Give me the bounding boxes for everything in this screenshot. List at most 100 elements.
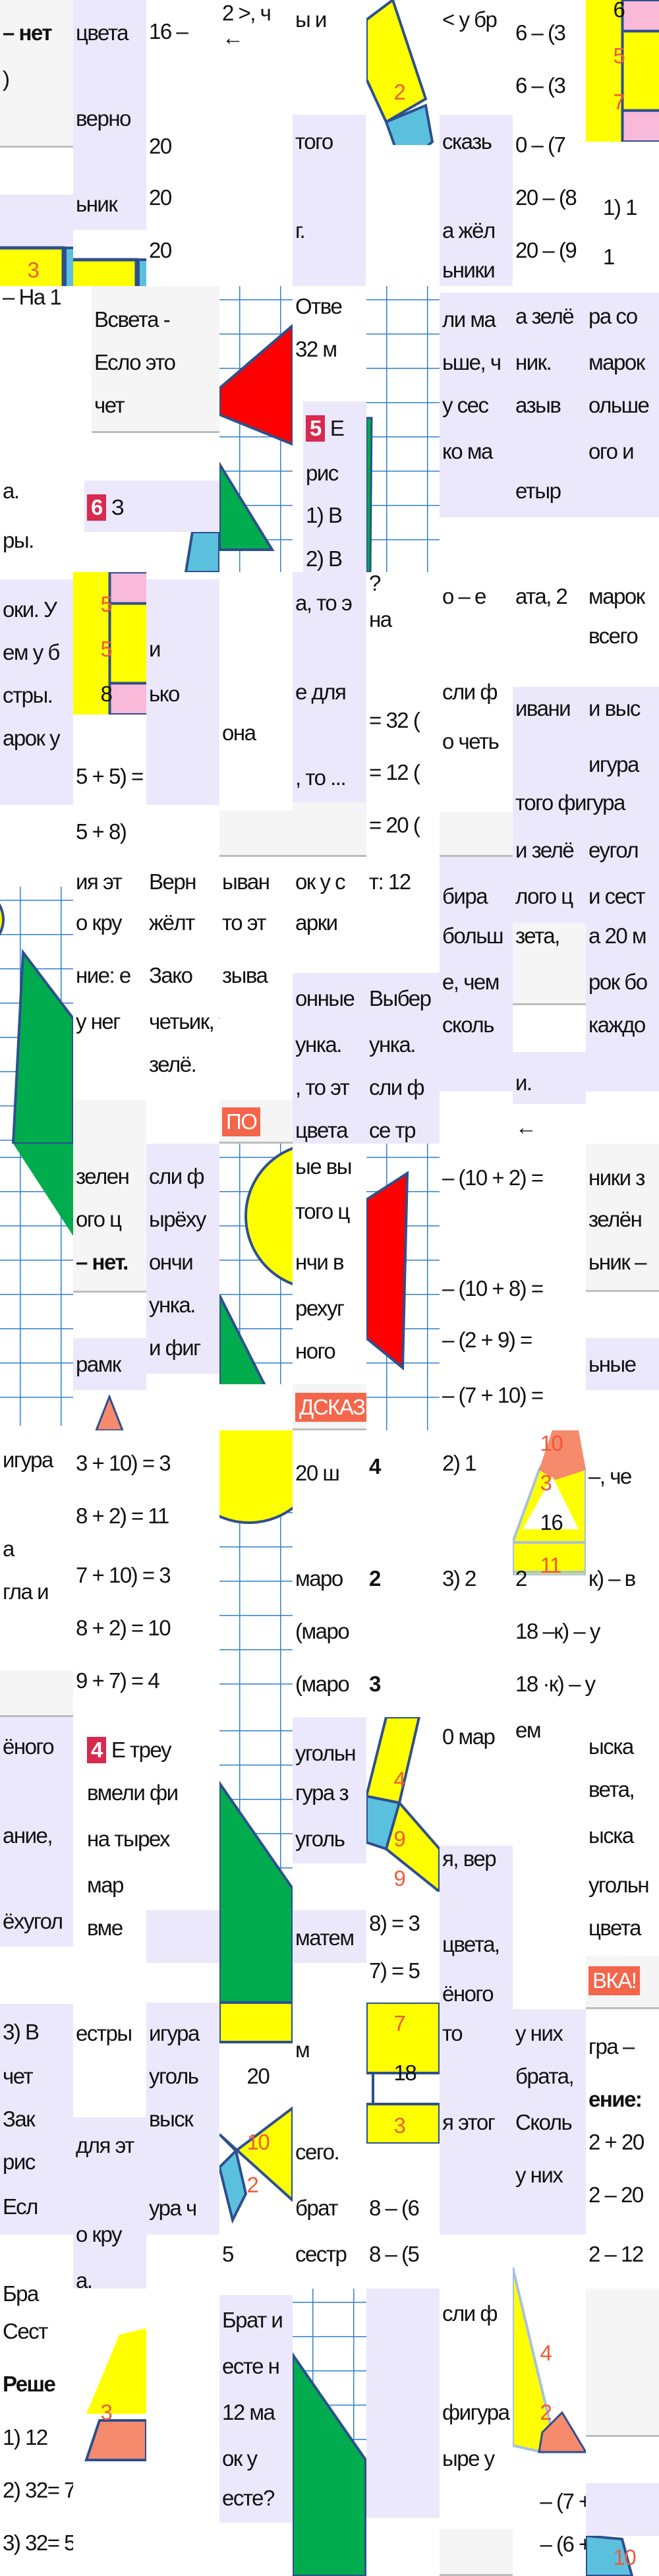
text-fragment: ьные: [588, 1352, 637, 1376]
text-fragment: то эт: [222, 910, 267, 935]
text-fragment: и фиг: [149, 1335, 201, 1360]
text-fragment: 3) В: [3, 2020, 40, 2044]
circleL-shape: [0, 903, 73, 1144]
text-fragment: Есл: [3, 2194, 38, 2219]
text-fragment: Верн: [149, 869, 196, 894]
circle-shape: [219, 1430, 293, 1524]
text-fragment: се тр: [369, 1118, 416, 1142]
text-fragment: 1: [603, 245, 615, 269]
text-fragment: – (7 + 10) =: [442, 1383, 544, 1407]
text-fragment: 1) 12: [3, 2425, 48, 2449]
tile-blank: [0, 1144, 73, 1426]
tile-c0f: ёного ание, ёхугол: [0, 1717, 73, 1947]
tile-c7l: у них брата, Сколь у них: [513, 2009, 586, 2235]
shape-number-label: 2: [540, 2400, 552, 2424]
hint-button[interactable]: ДСКАЗ: [295, 1393, 366, 1422]
text-fragment: гра –: [588, 2034, 635, 2059]
tile-c7c: ата, 2: [513, 517, 586, 687]
tile-c4g: онные унка. , то эт цвета: [293, 973, 366, 1144]
tile-c6e: бира больш е, чем сколь: [440, 857, 513, 1092]
task-number-badge: 4: [87, 1737, 106, 1763]
text-fragment: ёного: [3, 1734, 55, 1759]
hint-button[interactable]: ВКА!: [588, 1966, 641, 1995]
text-fragment: о – е: [442, 584, 486, 608]
tile-c2e: Заним: [146, 1910, 219, 1963]
text-fragment: а, то э: [295, 591, 353, 615]
tile-c5c: т: 12: [366, 857, 440, 973]
text-fragment: то: [442, 2021, 463, 2045]
text-fragment: фигура: [442, 2400, 510, 2424]
tile-c3a: 2 >, ч ←: [219, 0, 293, 286]
text-fragment: того фигура: [515, 790, 625, 815]
tile-c4e: а, то э е для , то ...: [293, 572, 366, 802]
text-fragment: брата,: [515, 2064, 575, 2088]
tile-c5e: 4 2 3: [366, 1430, 440, 1717]
text-fragment: и сест: [588, 884, 646, 908]
text-fragment: о четь: [442, 729, 500, 753]
text-fragment: 4: [369, 1454, 381, 1478]
tile-c8m: 2 – 12: [586, 2235, 659, 2289]
text-fragment: 0 мар: [442, 1724, 496, 1749]
tile-c4j: 20 ш маро (маро (маро: [293, 1430, 366, 1717]
tile-c0c: – На 1 а. ры.: [0, 286, 73, 579]
tile-c7d: ивани того фигура и зелё: [513, 687, 625, 865]
tile-blank: [0, 887, 73, 1144]
tile-c5b: ? на = 32 (= 12 (= 20 (: [366, 572, 440, 857]
text-fragment: 8 – (5: [369, 2242, 420, 2266]
quadB-shape: [366, 1717, 440, 1892]
hint-button[interactable]: ПО: [222, 1107, 261, 1136]
tile-c4f: ок у с арки: [293, 857, 366, 973]
text-fragment: ата, 2: [515, 584, 568, 608]
text-fragment: Зак: [3, 2107, 36, 2131]
tile-c4k: угольн гура з уголь: [293, 1717, 366, 1863]
text-fragment: есте?: [222, 2486, 275, 2510]
text-fragment: а жёл: [442, 218, 496, 243]
greenBig-shape: [219, 1780, 293, 2003]
shape-number-label: 4: [393, 1767, 406, 1792]
text-fragment: (маро: [295, 1619, 350, 1643]
text-fragment: того ц: [295, 1199, 350, 1223]
shape-number-label: 2: [393, 80, 406, 104]
redQuad-shape: [366, 1171, 409, 1371]
text-fragment: у них: [515, 2021, 563, 2045]
tile-c4h: ые вы того ц нчи в рехуг ного: [293, 1144, 366, 1384]
text-fragment: – На 1: [3, 286, 62, 309]
text-fragment: оки. У: [3, 597, 57, 622]
text-fragment: ем у б: [3, 640, 60, 664]
tile-c0d: оки. У ем у б стры. арок у: [0, 579, 73, 805]
text-fragment: маро: [295, 1566, 343, 1591]
text-fragment: 5 + 8): [76, 819, 127, 844]
text-fragment: угольн: [295, 1741, 357, 1765]
tile-c7e: лого ц: [513, 865, 586, 923]
text-fragment: м: [295, 2037, 310, 2062]
text-fragment: к) – в: [588, 1566, 636, 1591]
text-fragment: и выс: [588, 696, 641, 720]
tile-c4c: Отве 32 м: [293, 286, 366, 401]
text-fragment: 20 – (8: [515, 185, 577, 210]
text-fragment: ?: [369, 572, 381, 595]
tile-c3e: 20 2 10: [219, 2003, 293, 2235]
text-fragment: сего.: [295, 2140, 340, 2164]
text-fragment: Сколь: [515, 2110, 573, 2134]
text-fragment: уголь: [149, 2064, 199, 2088]
text-fragment: ): [3, 67, 10, 91]
text-fragment: 2: [515, 1566, 527, 1591]
tile-c7k: ем: [513, 1717, 586, 2009]
tile-c1l: для эт о кру а.: [73, 2117, 146, 2289]
text-fragment: ыска: [588, 1823, 634, 1848]
text-fragment: 8 – (6: [369, 2196, 420, 2220]
text-fragment: унка.: [295, 1032, 342, 1057]
text-fragment: сли ф: [149, 1164, 205, 1188]
text-fragment: матем: [295, 1925, 355, 1950]
tile-c5a: 28: [366, 0, 440, 145]
text-fragment: 9 + 7) = 4: [76, 1668, 160, 1693]
tile-c0h: Бра Сест Реше 1) 12 2) 32= 7 3) 32= 5: [0, 2235, 73, 2576]
text-fragment: ёного: [442, 1981, 494, 2006]
text-fragment: цвета: [588, 1916, 641, 1940]
text-fragment: 16 –: [149, 19, 188, 44]
tile-c8c: ра со марок ольше ого и: [586, 293, 659, 517]
triSmall-shape: [95, 1393, 124, 1430]
